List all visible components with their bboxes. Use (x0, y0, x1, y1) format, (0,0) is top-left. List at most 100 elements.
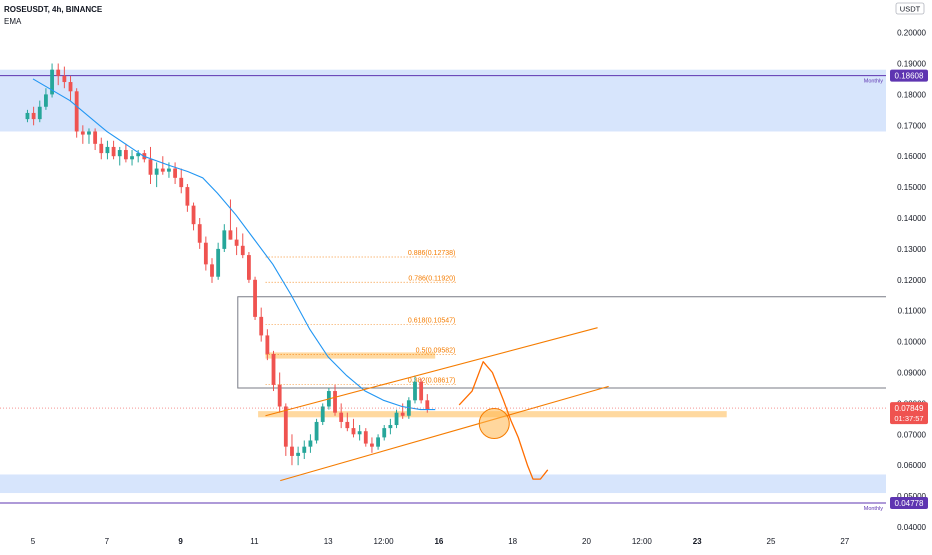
candle (203, 236, 208, 271)
candle (210, 258, 214, 283)
candle-body (148, 159, 153, 175)
candle-body (253, 279, 257, 317)
candle (419, 378, 424, 404)
candle (191, 202, 196, 231)
candle-body (234, 239, 239, 246)
candle-body (25, 112, 30, 120)
price-axis-tick: 0.17000 (897, 121, 926, 130)
candle-body (160, 168, 165, 172)
candle-body (191, 205, 196, 225)
price-axis-tick: 0.16000 (897, 152, 926, 161)
candle-body (87, 131, 91, 135)
candle-body (413, 381, 417, 401)
time-axis: 5 7 9 11 13 12:00 16 18 20 12:00 23 25 27 (31, 537, 850, 546)
candle-body (382, 428, 387, 438)
monthly-level-label: Monthly (864, 79, 884, 85)
candle-body (222, 230, 227, 249)
candle (357, 425, 362, 441)
candle-body (123, 150, 128, 160)
candle-body (154, 168, 159, 175)
price-axis-tick: 0.19000 (897, 60, 926, 69)
candle-body (388, 425, 393, 429)
candle-body (339, 412, 344, 422)
indicator-label[interactable]: EMA (4, 17, 22, 26)
candle-body (185, 187, 190, 206)
symbol-label: ROSEUSDT, 4h, BINANCE (4, 5, 103, 14)
price-axis-tick: 0.20000 (897, 29, 926, 38)
candle (74, 88, 79, 138)
candle-body (265, 335, 270, 354)
plot-area: Monthly Monthly 0.886(0.12738) 0.786(0.1192… (0, 63, 886, 512)
candle (339, 403, 344, 429)
candle-body (80, 131, 85, 135)
fib-level-label: 0.786(0.11920) (408, 275, 455, 282)
ema-line (32, 78, 436, 411)
candle (148, 146, 153, 185)
orange-zone (265, 352, 436, 359)
candle (173, 162, 178, 185)
symbol-title[interactable]: ROSEUSDT, 4h, BINANCE (4, 5, 102, 14)
price-axis-tick: 0.06000 (897, 461, 926, 470)
candle (222, 224, 227, 252)
candle (68, 75, 73, 101)
candle (44, 88, 48, 110)
candle (50, 63, 54, 98)
time-axis-tick: 23 (693, 537, 702, 546)
candle-body (62, 75, 67, 83)
candle (363, 428, 368, 447)
candle-body (216, 248, 221, 277)
time-axis-tick: 7 (105, 537, 110, 546)
candle-body (111, 146, 116, 157)
candle-body (197, 224, 202, 243)
candle (302, 440, 307, 460)
candle-body (136, 153, 141, 157)
time-axis-tick: 11 (250, 537, 259, 546)
candle-body (376, 437, 380, 447)
candle-body (283, 406, 288, 447)
price-axis-tick: 0.10000 (897, 338, 926, 347)
candle-body (345, 421, 350, 429)
candle (154, 162, 159, 188)
monthly-price-value: 0.04778 (895, 499, 924, 508)
candle (400, 403, 405, 419)
candle-body (247, 255, 251, 280)
candle-body (357, 431, 362, 435)
candle-body (259, 316, 264, 336)
candle-body (290, 446, 294, 456)
price-axis-tick: 0.04000 (897, 523, 926, 532)
monthly-price-value: 0.18608 (895, 72, 924, 81)
price-axis-tick: 0.07000 (897, 430, 926, 439)
candle-body (351, 428, 356, 435)
candle (111, 140, 116, 160)
candle-body (130, 156, 134, 160)
candle (117, 146, 122, 166)
candle-body (333, 391, 337, 413)
fib-level-label: 0.886(0.12738) (408, 250, 455, 257)
candle (216, 242, 221, 280)
candle-body (173, 168, 178, 178)
candle (247, 251, 251, 283)
candle (290, 434, 294, 466)
candle (99, 137, 104, 160)
candle (259, 307, 264, 342)
candle (185, 184, 190, 212)
candle (56, 63, 61, 86)
candle-body (74, 91, 79, 132)
bar-countdown: 01:37:57 (894, 414, 923, 423)
candle-body (302, 446, 307, 453)
candle-body (277, 384, 282, 407)
candle-body (68, 82, 73, 92)
range-box (237, 296, 886, 389)
price-axis-tick: 0.14000 (897, 214, 926, 223)
candle-body (203, 242, 208, 265)
candle-body (363, 431, 368, 444)
channel-line (265, 327, 598, 417)
price-axis-tick: 0.18000 (897, 90, 926, 99)
candle (333, 384, 337, 416)
candle (197, 218, 202, 249)
candle (160, 156, 165, 175)
candle (388, 418, 393, 435)
candle (179, 168, 184, 194)
candle-body (240, 245, 245, 256)
